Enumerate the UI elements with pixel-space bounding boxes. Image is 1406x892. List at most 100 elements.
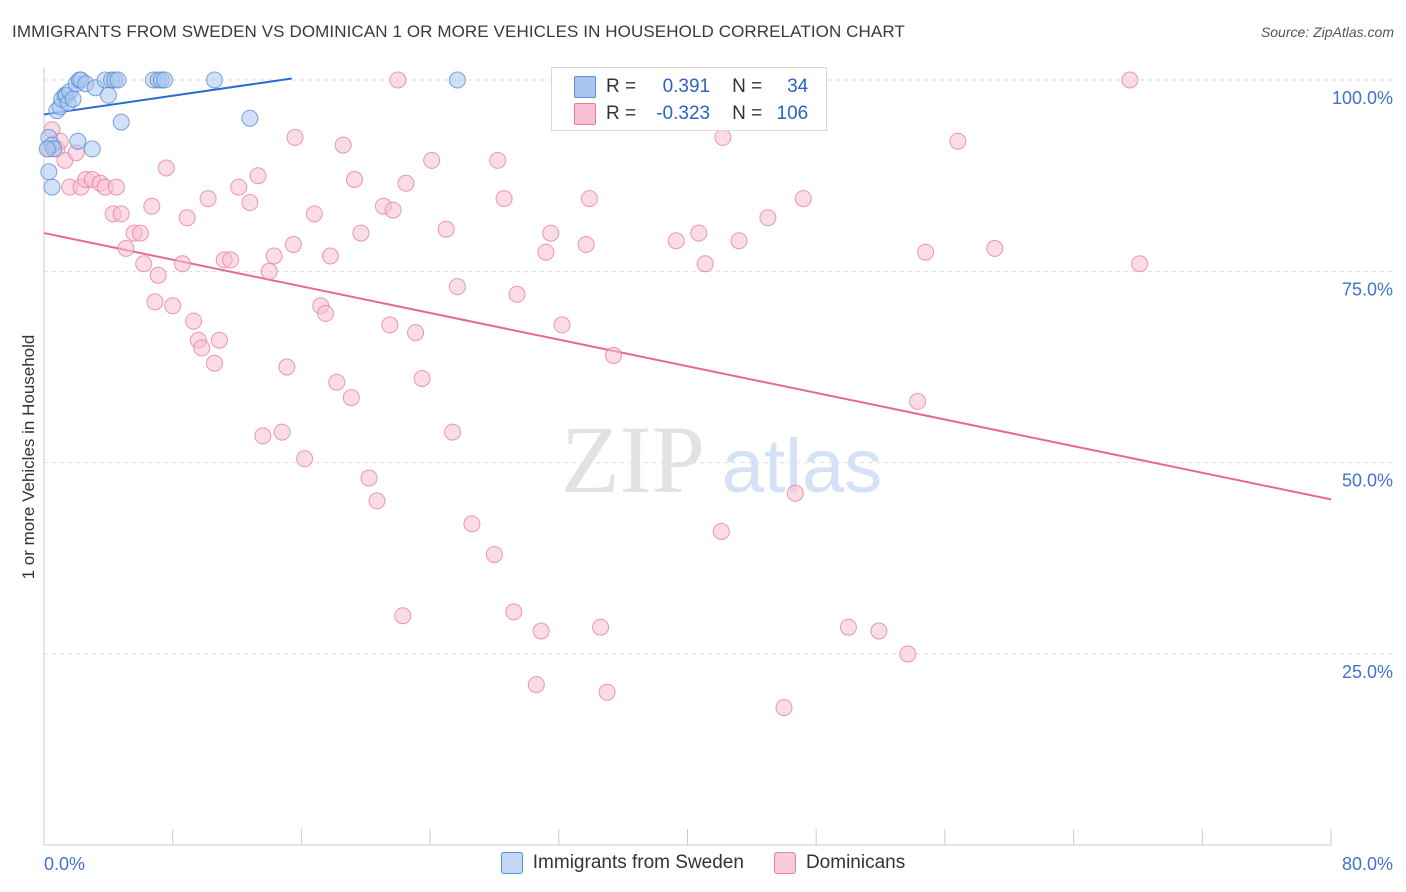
dominican-point bbox=[667, 232, 685, 250]
dominican-point bbox=[696, 255, 714, 273]
y-axis-title: 1 or more Vehicles in Household bbox=[19, 335, 38, 580]
dominican-point bbox=[448, 278, 466, 296]
legend-n-label: N = bbox=[732, 76, 763, 97]
dominican-point bbox=[284, 236, 302, 253]
dominican-point bbox=[397, 174, 415, 192]
watermark: ZIP atlas bbox=[561, 406, 882, 513]
dominican-point bbox=[553, 316, 571, 334]
dominican-point bbox=[1131, 255, 1149, 273]
dominican-point bbox=[173, 255, 191, 273]
dominican-point bbox=[241, 194, 259, 211]
legend-row-dominicans: R = -0.323 N = 106 bbox=[574, 101, 808, 127]
dominican-point bbox=[598, 683, 616, 701]
dominican-point bbox=[537, 243, 555, 261]
dominican-point bbox=[265, 247, 283, 265]
sweden-point bbox=[83, 140, 101, 158]
dominican-point bbox=[714, 128, 732, 146]
sweden-point bbox=[206, 71, 223, 89]
axes bbox=[43, 68, 1332, 846]
dominican-point bbox=[712, 523, 730, 540]
legend-r-label: R = bbox=[606, 76, 637, 97]
dominican-point bbox=[342, 389, 360, 407]
y-tick-label: 50.0% bbox=[1342, 471, 1393, 491]
chart-title: IMMIGRANTS FROM SWEDEN VS DOMINICAN 1 OR… bbox=[12, 22, 905, 41]
dominican-point bbox=[334, 136, 352, 154]
dominican-point bbox=[352, 224, 370, 242]
dominican-point bbox=[394, 607, 412, 625]
sweden-point bbox=[156, 71, 174, 89]
dominican-point bbox=[185, 312, 203, 330]
y-tick-label: 75.0% bbox=[1342, 279, 1393, 299]
dominican-point bbox=[592, 618, 610, 636]
dominican-point bbox=[489, 151, 507, 169]
dominican-point bbox=[146, 293, 164, 311]
dominican-point bbox=[542, 224, 560, 242]
sweden-point bbox=[112, 113, 130, 131]
sweden-point bbox=[43, 178, 61, 196]
dominican-trend-line bbox=[43, 232, 1332, 501]
dominican-point bbox=[444, 423, 462, 441]
bottom-legend-label: Dominicans bbox=[805, 852, 906, 873]
dominican-point bbox=[870, 622, 888, 640]
legend-r-label: R = bbox=[606, 103, 637, 124]
sweden-point bbox=[40, 163, 58, 181]
dominican-point bbox=[135, 255, 153, 273]
dominican-point bbox=[381, 316, 399, 334]
dominican-point bbox=[368, 492, 386, 510]
dominican-point bbox=[222, 251, 240, 269]
sweden-point bbox=[99, 86, 117, 104]
dominican-point bbox=[413, 370, 431, 387]
axis-labels: 25.0% 50.0% 75.0% 100.0% 0.0% 80.0% 1 or more … bbox=[19, 88, 1393, 874]
dominican-point bbox=[199, 190, 217, 208]
legend-swatch-pink bbox=[574, 103, 596, 125]
dominican-point bbox=[437, 220, 455, 238]
legend-r-value: 0.391 bbox=[662, 76, 711, 97]
trend-lines bbox=[43, 77, 1332, 501]
dominican-point bbox=[260, 262, 278, 280]
y-tick-label: 100.0% bbox=[1332, 88, 1393, 108]
dominican-point bbox=[178, 209, 196, 227]
legend-swatch-blue bbox=[574, 76, 596, 98]
dominican-point bbox=[317, 304, 334, 322]
chart-source: Source: ZipAtlas.com bbox=[1260, 24, 1394, 40]
dominican-point bbox=[917, 243, 935, 261]
dominican-point bbox=[384, 201, 402, 219]
dominican-point bbox=[794, 190, 812, 208]
sweden-point bbox=[241, 109, 259, 127]
dominican-point bbox=[786, 484, 804, 502]
dominican-point bbox=[305, 205, 323, 223]
dominican-point bbox=[346, 171, 363, 188]
dominican-point bbox=[254, 427, 272, 445]
dominican-point bbox=[157, 159, 175, 177]
dominican-point bbox=[296, 450, 314, 468]
sweden-point bbox=[109, 71, 127, 89]
dominican-point bbox=[273, 423, 291, 441]
bottom-legend-dominicans[interactable]: Dominicans bbox=[773, 852, 906, 874]
dominican-point bbox=[899, 645, 917, 663]
sweden-point bbox=[38, 140, 56, 158]
dominican-point bbox=[485, 546, 503, 563]
bottom-legend: Immigrants from Sweden Dominicans bbox=[0, 852, 1406, 874]
y-tick-label: 25.0% bbox=[1342, 662, 1393, 682]
sweden-point bbox=[64, 90, 82, 108]
dominican-point bbox=[206, 354, 223, 372]
dominican-point bbox=[132, 224, 149, 242]
dominican-point bbox=[730, 232, 748, 250]
sweden-trend-line bbox=[43, 77, 292, 116]
bottom-legend-swatch-pink bbox=[773, 852, 796, 874]
dominican-point bbox=[505, 603, 523, 621]
dominican-point bbox=[149, 266, 167, 284]
dominican-point bbox=[605, 347, 622, 364]
bottom-legend-sweden[interactable]: Immigrants from Sweden bbox=[500, 852, 744, 874]
dominican-point bbox=[389, 71, 407, 89]
x-tick-label: 0.0% bbox=[44, 854, 85, 874]
dominican-point bbox=[775, 699, 793, 717]
dominican-point bbox=[328, 373, 346, 391]
legend-row-sweden: R = 0.391 N = 34 bbox=[574, 74, 808, 100]
dominican-point bbox=[527, 676, 545, 694]
grid-lines bbox=[44, 79, 1392, 655]
dominican-point bbox=[143, 197, 161, 215]
dominican-point bbox=[107, 178, 125, 196]
dominican-point bbox=[164, 297, 182, 315]
data-points bbox=[38, 71, 1149, 717]
